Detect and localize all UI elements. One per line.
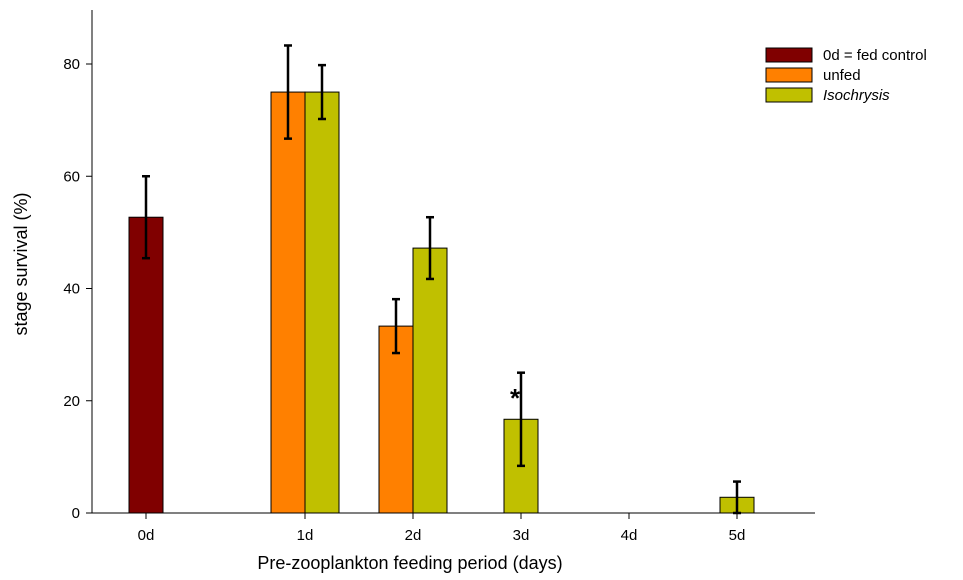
x-tick-label: 1d bbox=[297, 527, 314, 544]
y-tick-label: 20 bbox=[63, 393, 80, 410]
error-bars bbox=[142, 44, 741, 515]
x-tick-label: 3d bbox=[513, 527, 530, 544]
bar bbox=[412, 247, 448, 514]
legend-label: unfed bbox=[823, 67, 861, 84]
bars bbox=[128, 91, 755, 514]
x-tick-label: 5d bbox=[729, 527, 746, 544]
legend-swatch bbox=[765, 87, 813, 103]
x-tick-label: 0d bbox=[138, 527, 155, 544]
bar bbox=[128, 216, 164, 514]
legend-label: Isochrysis bbox=[823, 87, 890, 104]
y-tick-label: 80 bbox=[63, 56, 80, 73]
y-tick-label: 40 bbox=[63, 281, 80, 298]
bar bbox=[304, 91, 340, 514]
y-tick-label: 0 bbox=[72, 505, 80, 522]
y-axis-title: stage survival (%) bbox=[11, 192, 31, 335]
x-tick-label: 4d bbox=[621, 527, 638, 544]
bar bbox=[270, 91, 306, 514]
annotations: * bbox=[510, 383, 521, 413]
axes: 0 20 40 60 80 0d 1d 2d 3d 4d 5d bbox=[63, 10, 815, 544]
significance-marker: * bbox=[510, 383, 521, 413]
legend-label: 0d = fed control bbox=[823, 47, 927, 64]
legend-swatch bbox=[765, 47, 813, 63]
legend-swatch bbox=[765, 67, 813, 83]
legend: 0d = fed control unfed Isochrysis bbox=[765, 47, 927, 104]
y-tick-label: 60 bbox=[63, 168, 80, 185]
x-tick-label: 2d bbox=[405, 527, 422, 544]
x-axis-title: Pre-zooplankton feeding period (days) bbox=[257, 553, 562, 573]
